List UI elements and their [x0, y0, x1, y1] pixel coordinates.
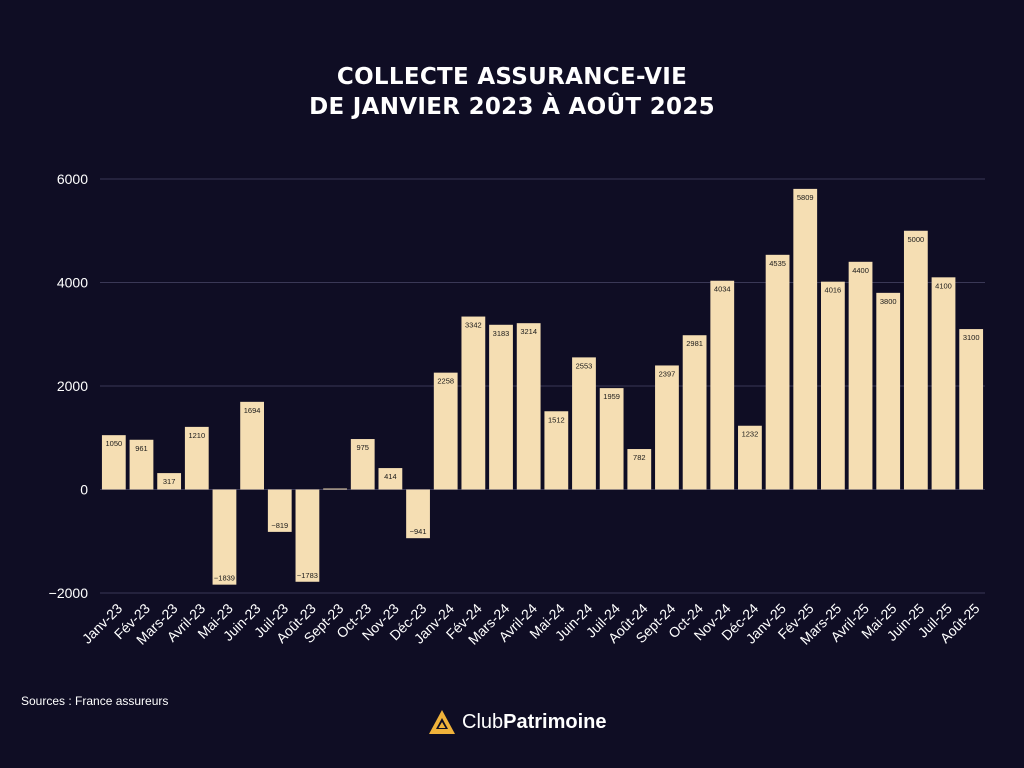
data-label: 5809 — [797, 193, 814, 202]
brand-name-light: Club — [462, 710, 504, 733]
data-label: 5000 — [908, 235, 925, 244]
bar — [848, 261, 873, 490]
data-label: 3800 — [880, 297, 897, 306]
data-label: 782 — [633, 453, 646, 462]
y-tick-label: −2000 — [49, 585, 89, 601]
bar — [433, 372, 458, 490]
bar — [406, 489, 430, 539]
data-label: 1050 — [105, 439, 122, 448]
y-tick-label: 6000 — [57, 171, 88, 187]
bar — [572, 357, 596, 490]
data-label: −1783 — [297, 571, 318, 580]
chart-title-line1: COLLECTE ASSURANCE-VIE — [336, 64, 688, 90]
data-label: 4034 — [714, 285, 731, 294]
data-label: 2981 — [686, 339, 703, 348]
data-label: −941 — [410, 527, 427, 536]
data-label: 2258 — [437, 377, 454, 386]
data-label: 4535 — [769, 259, 786, 268]
data-label: 1210 — [188, 431, 205, 440]
data-label: −1839 — [214, 574, 235, 583]
data-label: 4400 — [852, 266, 869, 275]
data-label: 3183 — [493, 329, 510, 338]
bar — [876, 292, 901, 490]
bar — [931, 277, 956, 490]
bar — [738, 425, 762, 490]
bar — [212, 489, 237, 585]
bar — [655, 365, 679, 490]
data-label: 4100 — [935, 281, 952, 290]
bar — [240, 401, 265, 490]
bar — [129, 439, 154, 490]
data-label: 1512 — [548, 415, 565, 424]
y-tick-label: 4000 — [57, 275, 88, 291]
bar — [682, 335, 707, 490]
bar — [959, 329, 984, 490]
data-label: 3342 — [465, 321, 482, 330]
bar — [378, 468, 403, 490]
bar — [350, 439, 375, 490]
data-label: 961 — [135, 444, 148, 453]
bar — [516, 323, 541, 490]
data-label: 2553 — [576, 361, 593, 370]
chart-title: COLLECTE ASSURANCE-VIE DE JANVIER 2023 À… — [0, 62, 1024, 122]
bar — [599, 388, 624, 490]
bar — [267, 489, 292, 532]
source-note: Sources : France assureurs — [21, 694, 169, 708]
data-label: 1959 — [603, 392, 620, 401]
bar — [793, 188, 818, 490]
y-tick-label: 2000 — [57, 378, 88, 394]
data-label: 2397 — [659, 369, 676, 378]
brand-name-bold: Patrimoine — [503, 710, 607, 733]
bar — [157, 473, 182, 490]
bar — [101, 435, 126, 490]
data-label: 1694 — [244, 406, 261, 415]
bar — [544, 411, 569, 490]
bar — [627, 449, 652, 490]
data-label: 3100 — [963, 333, 980, 342]
bar — [710, 280, 735, 490]
y-tick-label: 0 — [80, 482, 88, 498]
bar — [184, 426, 209, 490]
data-label: 414 — [384, 472, 397, 481]
bar — [295, 489, 320, 582]
bar — [820, 281, 845, 490]
chart-title-line2: DE JANVIER 2023 À AOÛT 2025 — [309, 94, 715, 120]
data-label: 3214 — [520, 327, 537, 336]
data-label: 975 — [356, 443, 369, 452]
data-label: 317 — [163, 477, 176, 486]
brand-name: ClubPatrimoine — [462, 711, 607, 734]
data-label: −819 — [271, 521, 288, 530]
bar — [323, 488, 347, 490]
bar — [489, 324, 513, 490]
bar — [903, 230, 928, 490]
bar — [765, 254, 790, 490]
data-label: 4016 — [825, 286, 842, 295]
bar — [461, 316, 486, 490]
brand-logo: ClubPatrimoine — [428, 707, 607, 737]
triangle-logo-icon — [429, 710, 455, 734]
data-label: 1232 — [742, 430, 759, 439]
